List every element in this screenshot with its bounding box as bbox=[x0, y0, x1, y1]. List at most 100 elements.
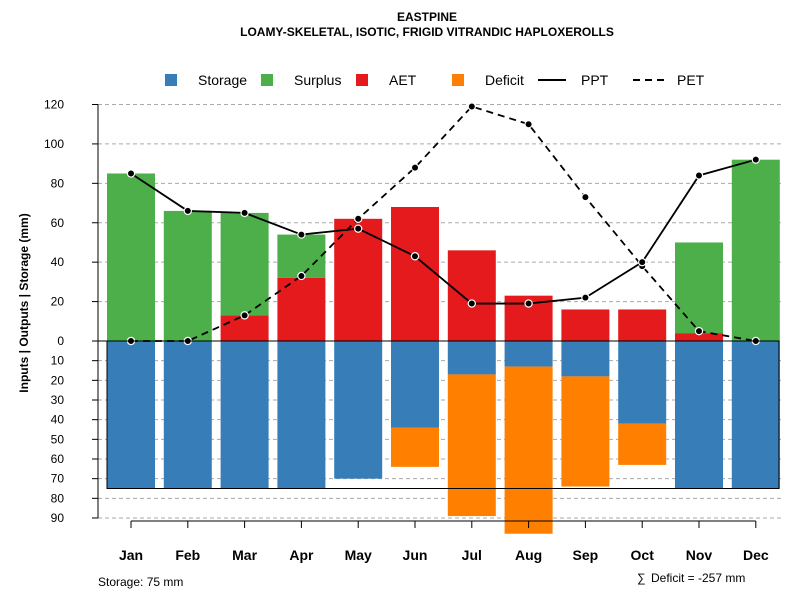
y-tick-label-upper-0: 0 bbox=[57, 334, 64, 348]
deficit-bar-aug bbox=[504, 366, 553, 534]
storage-bar-nov bbox=[675, 341, 723, 489]
pet-point-nov bbox=[694, 326, 704, 336]
ppt-point-aug bbox=[524, 299, 533, 308]
ppt-point-may bbox=[354, 224, 363, 233]
surplus-bar-dec bbox=[731, 159, 780, 341]
chart-title: EASTPINE bbox=[397, 10, 457, 24]
pet-point-sep bbox=[581, 192, 590, 202]
pet-point-jun bbox=[410, 163, 420, 172]
pet-point-apr bbox=[297, 271, 306, 281]
ppt-point-dec bbox=[751, 155, 761, 164]
y-tick-label-upper-20: 20 bbox=[51, 295, 65, 309]
y-axis-title: Inputs | Outputs | Storage (mm) bbox=[17, 213, 31, 392]
pet-line bbox=[131, 105, 756, 342]
legend-label-pet: PET bbox=[677, 72, 705, 88]
y-tick-label-lower-10: 10 bbox=[51, 354, 65, 368]
y-axis: 0 20 40 60 80 100 120 10 20 30 40 50 60 70 80 90 bbox=[44, 98, 779, 525]
ppt-point-sep bbox=[581, 293, 590, 302]
storage-footnote: Storage: 75 mm bbox=[98, 575, 183, 589]
aet-bar-oct bbox=[618, 309, 667, 341]
aet-bar-may bbox=[334, 218, 383, 341]
pet-point-aug bbox=[524, 120, 533, 129]
aet-bar-apr bbox=[277, 277, 326, 341]
deficit-bar-jun bbox=[391, 427, 439, 467]
x-tick-label-feb: Feb bbox=[175, 547, 200, 563]
deficit-bar-jul bbox=[447, 374, 496, 517]
x-tick-label-mar: Mar bbox=[232, 547, 257, 563]
pet-point-mar bbox=[240, 311, 249, 320]
pet-point-may bbox=[354, 214, 363, 224]
x-tick-label-aug: Aug bbox=[515, 547, 542, 563]
storage-bar-aug bbox=[504, 341, 553, 367]
y-tick-label-upper-120: 120 bbox=[44, 98, 64, 112]
storage-bar-feb bbox=[163, 341, 212, 489]
y-tick-label-upper-100: 100 bbox=[44, 137, 64, 151]
aet-bar-mar bbox=[220, 315, 269, 341]
y-tick-label-lower-70: 70 bbox=[51, 472, 65, 486]
storage-bar-sep bbox=[561, 341, 610, 377]
aet-bar-jul bbox=[447, 250, 496, 341]
sum-icon: ∑ bbox=[637, 571, 646, 585]
aet-bar-sep bbox=[561, 309, 610, 341]
y-tick-label-lower-90: 90 bbox=[51, 511, 65, 525]
y-tick-label-lower-30: 30 bbox=[51, 393, 65, 407]
legend-label-ppt: PPT bbox=[581, 72, 609, 88]
x-tick-label-nov: Nov bbox=[686, 547, 713, 563]
y-tick-label-lower-80: 80 bbox=[51, 491, 65, 505]
ppt-point-oct bbox=[638, 257, 647, 267]
y-tick-label-upper-60: 60 bbox=[51, 216, 65, 230]
legend-swatch-storage bbox=[165, 74, 177, 86]
legend-label-deficit: Deficit bbox=[485, 72, 524, 88]
aet-bar-nov bbox=[675, 333, 723, 341]
storage-bar-may bbox=[334, 341, 383, 479]
x-tick-label-jan: Jan bbox=[119, 547, 143, 563]
ppt-point-apr bbox=[297, 230, 306, 239]
surplus-bar-feb bbox=[163, 210, 212, 341]
legend-label-surplus: Surplus bbox=[294, 72, 341, 88]
legend-label-aet: AET bbox=[389, 72, 417, 88]
deficit-bar-oct bbox=[618, 423, 667, 465]
ppt-line bbox=[130, 158, 757, 305]
y-tick-label-lower-60: 60 bbox=[51, 452, 65, 466]
ppt-point-jun bbox=[410, 252, 420, 261]
x-tick-label-may: May bbox=[345, 547, 372, 563]
ppt-point-nov bbox=[694, 171, 704, 180]
x-axis: Jan Feb Mar Apr May Jun Jul Aug Sep Oct Nov Dec bbox=[119, 520, 769, 563]
storage-bar-jul bbox=[447, 341, 496, 375]
storage-bar-jun bbox=[391, 341, 439, 428]
legend-label-storage: Storage bbox=[198, 72, 247, 88]
surplus-bar-nov bbox=[675, 242, 723, 334]
gridlines bbox=[98, 104, 784, 519]
x-tick-label-sep: Sep bbox=[573, 547, 599, 563]
ppt-point-jan bbox=[126, 169, 136, 178]
x-tick-label-oct: Oct bbox=[631, 547, 655, 563]
y-tick-label-upper-40: 40 bbox=[51, 255, 65, 269]
storage-bar-jan bbox=[107, 341, 155, 489]
x-tick-label-dec: Dec bbox=[743, 547, 769, 563]
storage-bar-dec bbox=[731, 341, 780, 489]
x-tick-label-jul: Jul bbox=[462, 547, 482, 563]
y-tick-label-lower-40: 40 bbox=[51, 413, 65, 427]
storage-bar-apr bbox=[277, 341, 326, 489]
surplus-bar-jan bbox=[107, 173, 155, 341]
surplus-bar-apr bbox=[277, 234, 326, 278]
bars-layer bbox=[107, 159, 780, 534]
aet-bar-jun bbox=[391, 206, 439, 341]
storage-bar-oct bbox=[618, 341, 667, 424]
deficit-footnote: Deficit = -257 mm bbox=[651, 571, 745, 585]
legend: Storage Surplus AET Deficit PPT PET bbox=[165, 72, 705, 88]
deficit-bar-sep bbox=[561, 376, 610, 487]
ppt-point-mar bbox=[240, 208, 249, 218]
x-tick-label-jun: Jun bbox=[403, 547, 428, 563]
surplus-bar-mar bbox=[220, 212, 269, 316]
y-tick-label-upper-80: 80 bbox=[51, 176, 65, 190]
chart-subtitle: LOAMY-SKELETAL, ISOTIC, FRIGID VITRANDIC… bbox=[240, 25, 614, 39]
pet-point-jul bbox=[467, 102, 476, 111]
y-tick-label-lower-50: 50 bbox=[51, 432, 65, 446]
x-tick-label-apr: Apr bbox=[289, 547, 314, 563]
ppt-point-jul bbox=[467, 299, 476, 308]
legend-swatch-deficit bbox=[452, 74, 464, 86]
storage-bar-mar bbox=[220, 341, 269, 489]
legend-swatch-surplus bbox=[261, 74, 273, 86]
